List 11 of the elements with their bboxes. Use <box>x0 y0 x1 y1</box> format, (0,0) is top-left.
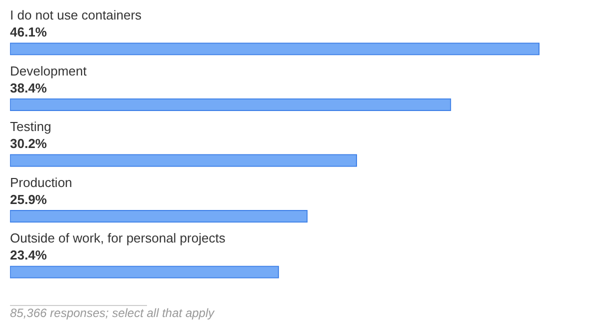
data-label: 46.1% <box>10 24 48 40</box>
y-tick-label: Outside of work, for personal projects <box>10 230 226 246</box>
y-tick-label: Production <box>10 174 72 190</box>
y-tick-label: I do not use containers <box>10 7 142 22</box>
data-label: 23.4% <box>10 248 48 263</box>
data-label: 30.2% <box>10 136 48 152</box>
text: 85,366 responses; select all that apply <box>10 306 214 320</box>
data-label: 25.9% <box>10 192 48 207</box>
y-tick-label: Development <box>10 63 87 78</box>
data-label: 38.4% <box>10 80 48 96</box>
y-tick-label: Testing <box>10 119 52 134</box>
